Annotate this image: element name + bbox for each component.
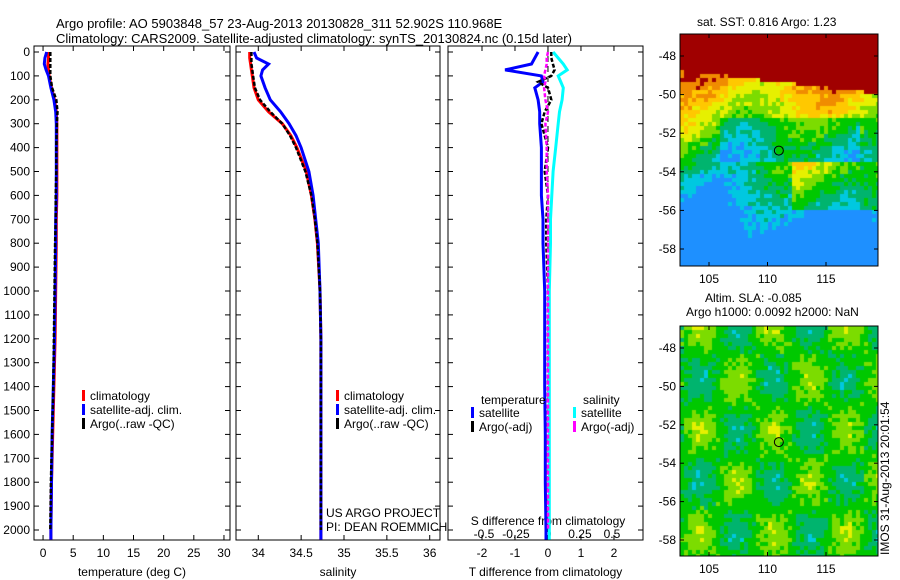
y-tick-label: 200 (10, 93, 30, 107)
series-line-t-satellite (504, 51, 548, 540)
x-axis-label: salinity (320, 565, 357, 579)
y-tick-label: 400 (10, 141, 30, 155)
x-tick-label: 35.5 (375, 546, 399, 560)
x-tick-label: 35 (337, 546, 351, 560)
y-tick-label: 1600 (3, 427, 30, 441)
y-tick-label: 700 (10, 212, 30, 226)
legend-label: satellite-adj. clim. (90, 403, 182, 417)
legend-title: temperature (481, 393, 546, 407)
legend-label: Argo(-adj) (479, 420, 532, 434)
map2-title2: Argo h1000: 0.0092 h2000: NaN (686, 305, 859, 319)
x-tick-label: 5 (70, 546, 77, 560)
x-tick-label: 25 (187, 546, 201, 560)
s-tick-label: 0.5 (604, 527, 621, 541)
legend-label: climatology (90, 389, 150, 403)
x-tick-label: 2 (611, 546, 618, 560)
y-tick-label: 1500 (3, 404, 30, 418)
title-line2: Climatology: CARS2009. Satellite-adjuste… (56, 31, 572, 46)
legend-swatch (82, 404, 85, 415)
plot-frame-difference (447, 45, 644, 541)
legend-label: Argo(..raw -QC) (90, 417, 175, 431)
legend-swatch (573, 407, 576, 418)
legend-label: satellite-adj. clim. (344, 403, 436, 417)
y-tick-label: 500 (10, 165, 30, 179)
y-tick-label: 100 (10, 69, 30, 83)
legend-label: satellite (581, 406, 622, 420)
s-tick-label: 0.25 (568, 527, 592, 541)
legend-label: satellite (479, 406, 520, 420)
x-axis-label: temperature (deg C) (78, 565, 186, 579)
legend-swatch (471, 421, 474, 432)
series-line-argo-raw-qc- (49, 52, 59, 531)
plot-frame-temperature (33, 45, 231, 541)
x-tick-label: 0 (40, 546, 47, 560)
pi-credit: PI: DEAN ROEMMICH (326, 520, 448, 534)
y-tick-label: 1000 (3, 284, 30, 298)
y-tick-label: 900 (10, 260, 30, 274)
x-tick-label: -2 (477, 546, 488, 560)
y-tick-label: 1900 (3, 499, 30, 513)
legend-label: Argo(-adj) (581, 420, 634, 434)
series-line-argo-raw-qc- (250, 52, 323, 530)
series-line-s-argo-adj- (542, 51, 550, 530)
x-tick-label: 1 (578, 546, 585, 560)
y-tick-label: 1800 (3, 475, 30, 489)
series-line-climatology (248, 52, 323, 540)
map2-title1: Altim. SLA: -0.085 (705, 291, 802, 305)
y-tick-label: 1400 (3, 380, 30, 394)
x-tick-label: 10 (97, 546, 111, 560)
x-tick-label: -1 (510, 546, 521, 560)
legend-swatch (336, 390, 339, 401)
y-tick-label: 1700 (3, 451, 30, 465)
x-tick-label: 0 (545, 546, 552, 560)
y-tick-label: 1300 (3, 356, 30, 370)
legend-swatch (573, 421, 576, 432)
legend-label: climatology (344, 389, 404, 403)
map1-title: sat. SST: 0.816 Argo: 1.23 (697, 15, 837, 29)
plot-frame-salinity (235, 45, 441, 541)
y-tick-label: 300 (10, 117, 30, 131)
y-tick-label: 800 (10, 236, 30, 250)
legend-swatch (336, 404, 339, 415)
y-tick-label: 0 (23, 45, 30, 59)
project-credit: US ARGO PROJECT (326, 506, 441, 520)
x-tick-label: 15 (127, 546, 141, 560)
legend-swatch (82, 418, 85, 429)
x-tick-label: 34 (252, 546, 266, 560)
legend-swatch (471, 407, 474, 418)
series-line-satellite-adj-clim- (252, 51, 323, 540)
s-tick-label: -0.5 (474, 527, 495, 541)
x-tick-label: 30 (217, 546, 231, 560)
y-tick-label: 2000 (3, 523, 30, 537)
x-tick-label: 34.5 (289, 546, 313, 560)
legend-swatch (336, 418, 339, 429)
x-tick-label: 20 (157, 546, 171, 560)
x-tick-label: 36 (423, 546, 437, 560)
series-line-s-satellite (547, 51, 570, 540)
y-tick-label: 600 (10, 188, 30, 202)
y-tick-label: 1200 (3, 332, 30, 346)
s-tick-label: -0.25 (502, 527, 530, 541)
title-line1: Argo profile: AO 5903848_57 23-Aug-2013 … (56, 16, 503, 31)
legend-title: salinity (583, 393, 620, 407)
imos-timestamp: IMOS 31-Aug-2013 20:01:54 (878, 401, 892, 555)
legend-label: Argo(..raw -QC) (344, 417, 429, 431)
x-axis-label: T difference from climatology (469, 565, 623, 579)
y-tick-label: 1100 (4, 308, 30, 322)
legend-swatch (82, 390, 85, 401)
